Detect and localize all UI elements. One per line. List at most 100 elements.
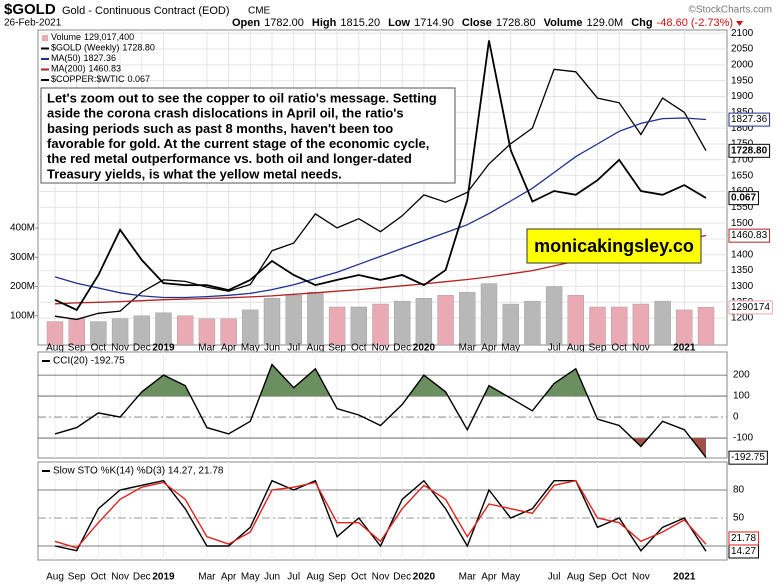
date: 26-Feb-2021 [4, 18, 62, 29]
x-tick-label: Jul [287, 343, 300, 354]
volume-bar [697, 307, 715, 346]
x-tick-label: 2019 [152, 572, 175, 583]
x-tick-label: Nov [111, 572, 129, 583]
x-tick-label: 2020 [413, 572, 436, 583]
x-tick-label: Aug [307, 343, 325, 354]
y2-tick-label: 100M [10, 310, 35, 321]
volume-bar [46, 321, 64, 346]
volume-bar [415, 298, 433, 346]
annotation-box [40, 87, 456, 184]
annotation-line: favorable for gold. At the current stage… [47, 136, 429, 151]
x-tick-label: Oct [351, 572, 367, 583]
y-tick-label: 1950 [731, 75, 754, 86]
quote-label: Chg [631, 17, 652, 29]
y2-tick-label: 200M [10, 281, 35, 292]
y2-tick-label: 400M [10, 223, 35, 234]
value-tag-box [728, 112, 771, 127]
legend-value: 1728.80 [122, 43, 155, 53]
volume-bar [285, 295, 302, 346]
y-tick-label: 1350 [731, 265, 754, 276]
volume-bar [480, 283, 498, 346]
exchange: CME [248, 6, 271, 17]
y-tick-label: 1300 [731, 281, 754, 292]
y-tick-label: 2100 [731, 28, 754, 39]
legend-entry: MA(50) 1827.36 [51, 53, 116, 63]
symbol: $GOLD [4, 1, 56, 18]
volume-bar [502, 303, 519, 346]
x-tick-label: Aug [307, 572, 325, 583]
y-tick-label: -100 [733, 433, 753, 444]
volume-bar [90, 321, 107, 346]
value-tag-box [728, 228, 771, 243]
annotation-line: Treasury yields, is what the yellow meta… [47, 166, 342, 181]
x-tick-label: 2021 [673, 572, 696, 583]
volume-bar [242, 309, 259, 346]
series-line [54, 117, 707, 299]
volume-bar [524, 300, 541, 346]
volume-bar [372, 303, 389, 346]
x-tick-label: Oct [611, 572, 627, 583]
volume-bar [307, 292, 324, 346]
quote-label: Open [232, 17, 260, 29]
x-tick-label: 2020 [413, 343, 436, 354]
quote-label: Close [462, 17, 492, 29]
quote-value: 129.0M [587, 17, 624, 29]
value-tag: 0.067 [731, 193, 756, 204]
x-tick-label: Jul [548, 572, 561, 583]
x-tick-label: Nov [111, 343, 129, 354]
legend-entry: $COPPER:$WTIC 0.067 [51, 74, 150, 84]
quote-label: Volume [544, 17, 583, 29]
value-tag: 1728.80 [731, 145, 768, 156]
value-tag: 1827.36 [731, 114, 768, 125]
y-tick-label: 1900 [731, 91, 754, 102]
x-tick-label: 2021 [673, 343, 696, 354]
legend-swatch [42, 35, 48, 41]
x-tick-label: Mar [459, 343, 477, 354]
x-tick-label: Dec [393, 343, 411, 354]
x-tick-label: Oct [91, 343, 107, 354]
x-tick-label: Sep [68, 343, 86, 354]
x-tick-label: Sep [589, 572, 607, 583]
volume-bar [263, 298, 281, 346]
series-line [54, 68, 707, 321]
x-tick-label: Dec [133, 572, 151, 583]
quote-line: Open 1782.00 High 1815.20 Low 1714.90 Close 172… [232, 17, 733, 29]
series-line [54, 479, 707, 549]
volume-bar [176, 315, 194, 346]
x-tick-label: May [501, 572, 520, 583]
volume-bar [68, 318, 85, 346]
value-tag: 1290174 [731, 302, 770, 313]
annotation-line: basing periods such as past 8 months, ha… [47, 121, 393, 136]
legend-value: 0.067 [128, 74, 151, 84]
x-tick-label: Apr [221, 572, 237, 583]
x-tick-label: 2019 [152, 343, 175, 354]
quote-value: -48.60 (-2.73%) [657, 17, 733, 29]
x-tick-label: Oct [611, 343, 627, 354]
series-line [54, 363, 707, 458]
quote-value: 1728.80 [496, 17, 536, 29]
volume-bar [676, 309, 693, 346]
volume-bar [654, 300, 671, 346]
quote-value: 1714.90 [414, 17, 454, 29]
y-tick-label: 80 [733, 485, 745, 496]
volume-bar [459, 292, 476, 346]
series-line [54, 40, 707, 312]
x-tick-label: Oct [351, 343, 367, 354]
y-tick-label: 100 [733, 391, 750, 402]
legend-name: $GOLD (Weekly) [51, 43, 119, 53]
value-tag-box [728, 531, 759, 546]
x-tick-label: Mar [198, 572, 216, 583]
x-tick-label: Aug [567, 572, 585, 583]
down-arrow [736, 21, 744, 26]
y-tick-label: 1400 [731, 249, 754, 260]
x-tick-label: Jun [264, 343, 280, 354]
x-tick-label: Nov [372, 343, 390, 354]
legend-name: MA(50) [51, 53, 81, 63]
x-tick-label: Dec [133, 343, 151, 354]
legend-entry: Volume 129,017,400 [51, 32, 134, 42]
y-tick-label: 1500 [731, 218, 754, 229]
volume-bar [567, 295, 584, 346]
x-tick-label: May [241, 572, 260, 583]
y-tick-label: 0 [733, 412, 739, 423]
